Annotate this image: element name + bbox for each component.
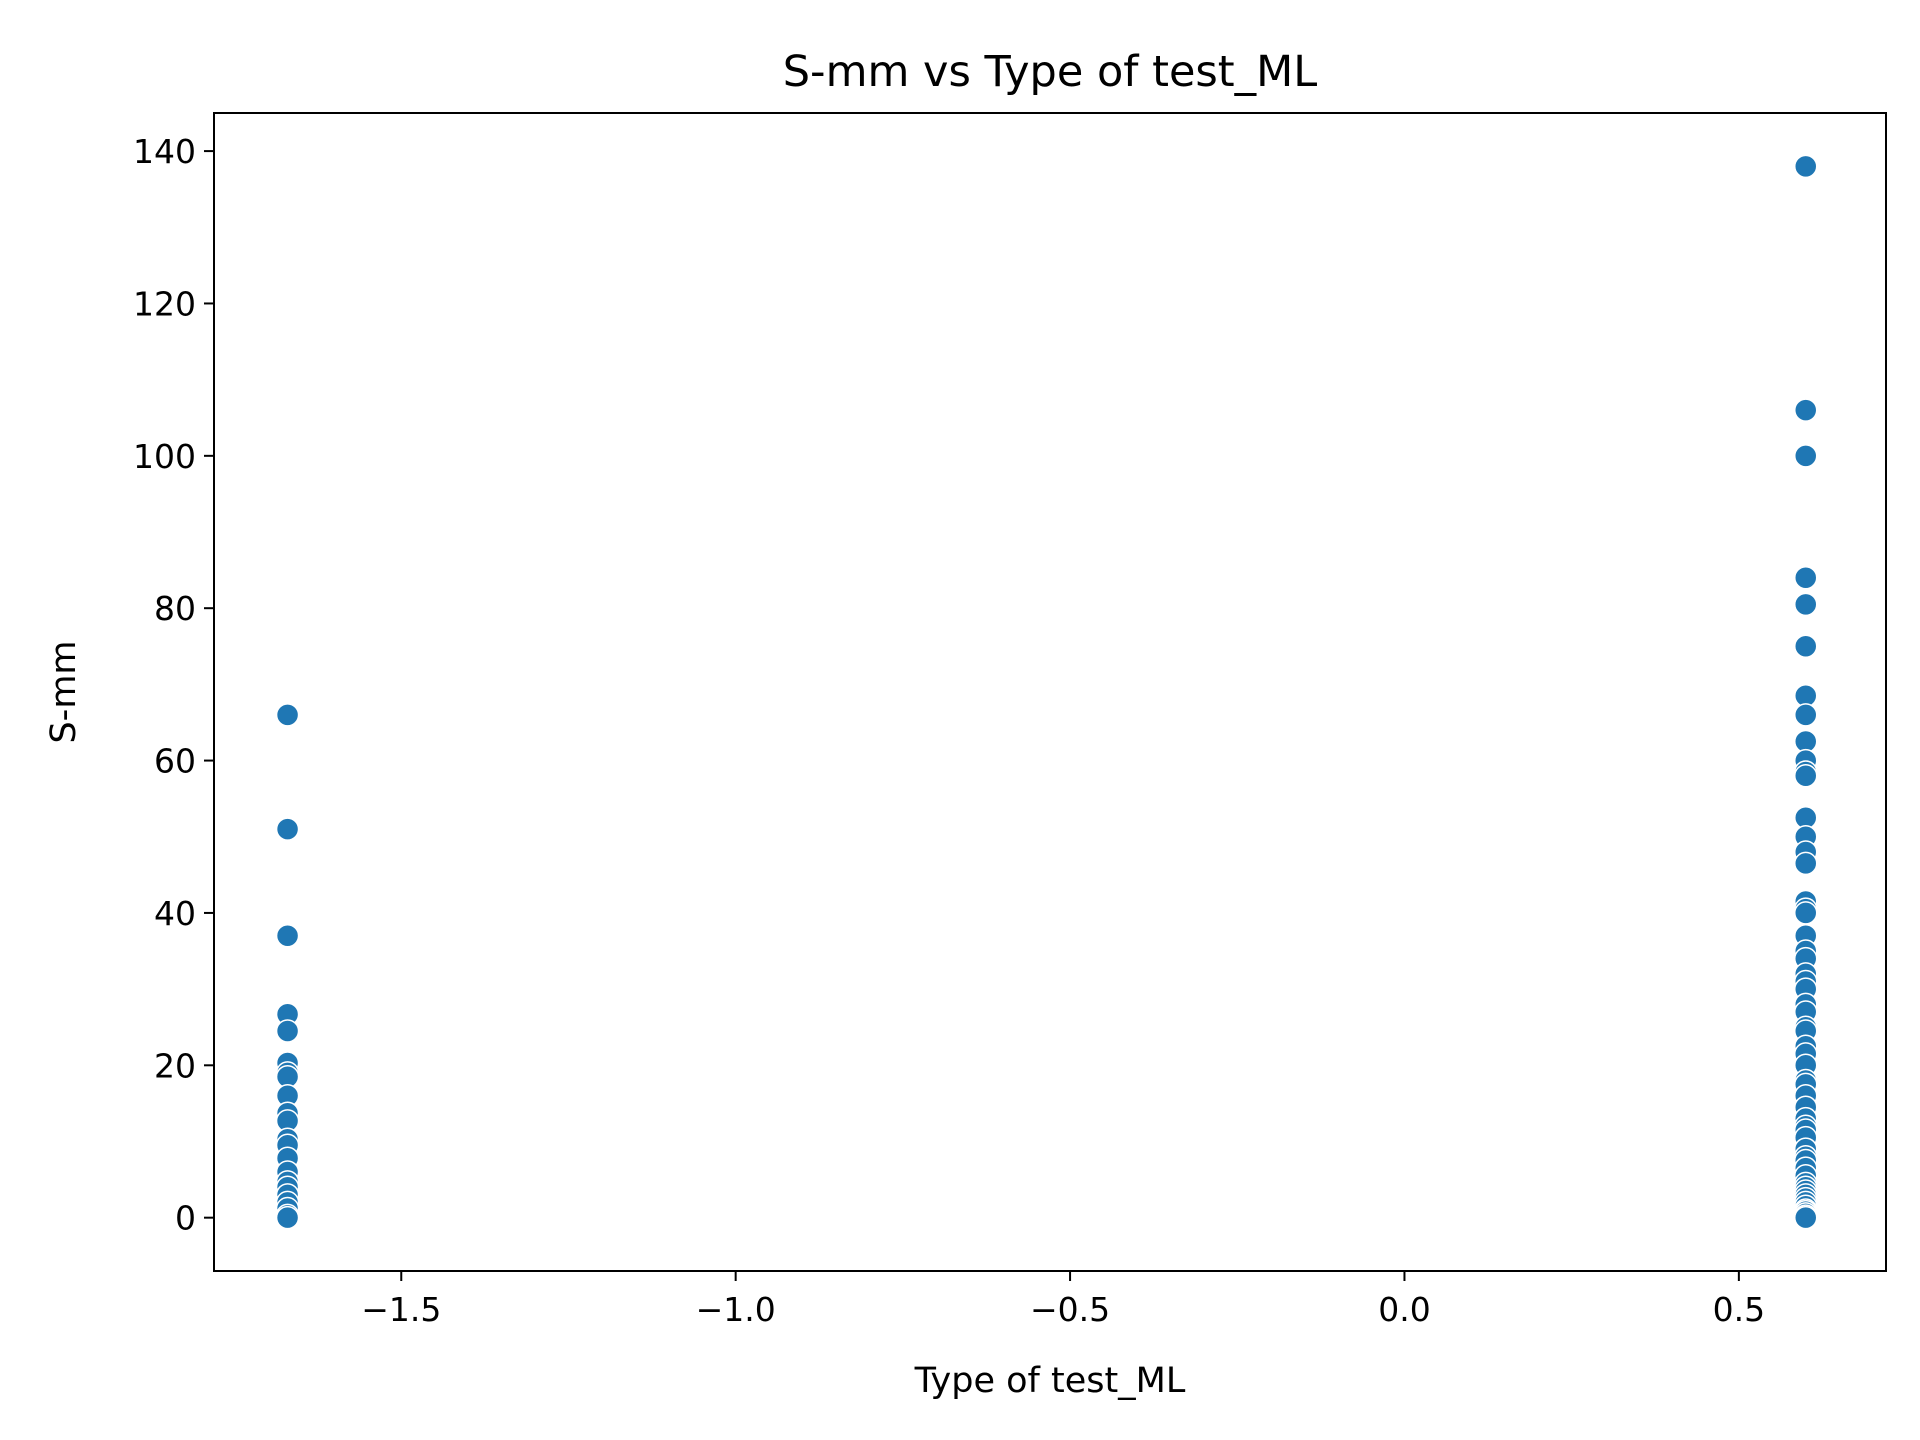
- data-point: [275, 817, 300, 841]
- data-point: [1793, 1205, 1818, 1230]
- data-point: [1793, 565, 1818, 590]
- x-axis-label: Type of test_ML: [914, 1361, 1186, 1401]
- data-point: [275, 924, 300, 948]
- x-tick-label: −1.0: [696, 1290, 776, 1329]
- y-tick-label: 100: [133, 437, 196, 476]
- y-tick-label: 20: [154, 1046, 196, 1085]
- data-point: [1793, 154, 1818, 179]
- y-tick-label: 140: [133, 132, 196, 171]
- data-point: [1793, 398, 1818, 422]
- x-axis: −1.5 −1.0 −0.5 0.0 0.5: [361, 1271, 1765, 1329]
- chart-title: S-mm vs Type of test_ML: [783, 47, 1317, 97]
- data-point: [1793, 703, 1818, 727]
- data-point: [275, 703, 300, 727]
- x-tick-label: −1.5: [361, 1290, 441, 1329]
- x-tick-label: −0.5: [1030, 1290, 1110, 1329]
- plot-area-frame: [213, 112, 1887, 1272]
- y-tick-label: 0: [175, 1199, 196, 1238]
- data-point: [1793, 444, 1818, 468]
- data-point: [1793, 764, 1818, 788]
- data-points: [275, 154, 1818, 1230]
- data-point: [1793, 592, 1818, 617]
- data-point: [1793, 851, 1818, 876]
- y-tick-label: 60: [154, 742, 196, 781]
- y-tick-label: 80: [154, 589, 196, 628]
- x-tick-label: 0.5: [1713, 1290, 1765, 1329]
- data-point: [275, 1205, 300, 1230]
- data-point: [275, 1019, 300, 1043]
- data-point: [1793, 901, 1818, 925]
- data-point: [1793, 634, 1818, 659]
- y-axis: 0 20 40 60 80 100 120 140: [133, 132, 214, 1238]
- y-tick-label: 120: [133, 284, 196, 323]
- x-tick-label: 0.0: [1378, 1290, 1430, 1329]
- y-tick-label: 40: [154, 894, 196, 933]
- y-axis-label: S-mm: [44, 640, 84, 743]
